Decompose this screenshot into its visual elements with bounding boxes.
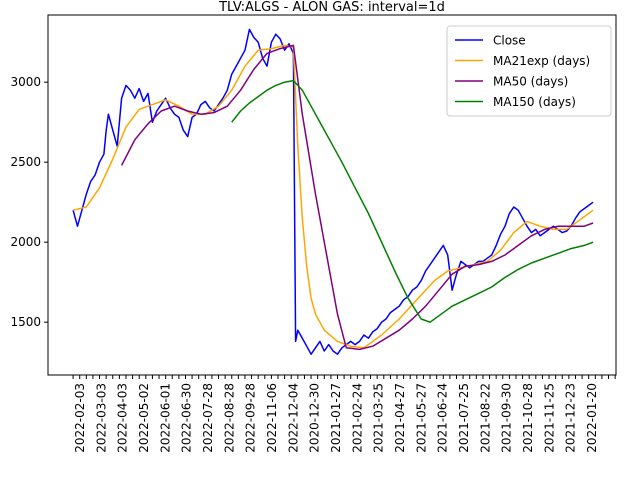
y-tick-label-2: 2500 [10,155,41,169]
legend: Close MA21exp (days) MA50 (days) MA150 (day… [446,25,612,117]
x-tick-label-19: 2021-08-22 [478,383,492,453]
x-tick-label-2: 2022-04-03 [116,383,130,453]
x-tick-label-4: 2022-06-01 [158,383,172,453]
x-tick-label-16: 2021-05-27 [414,383,428,453]
legend-label-0: Close [493,34,526,48]
y-axis: 1500 2000 2500 3000 [10,75,48,329]
series-line-2 [120,44,594,351]
x-tick-label-15: 2021-04-27 [393,383,407,453]
x-tick-label-13: 2021-02-24 [350,383,364,453]
series-line-3 [231,79,594,323]
x-tick-label-8: 2022-09-28 [244,383,258,453]
x-tick-label-17: 2021-06-24 [436,383,450,453]
x-tick-label-18: 2021-07-25 [457,383,471,453]
series-line-0 [72,28,594,355]
legend-box [446,25,612,117]
legend-label-1: MA21exp (days) [493,54,590,68]
y-tick-label-1: 2000 [10,235,41,249]
x-tick-label-14: 2021-03-25 [372,383,386,453]
y-tick-label-3: 3000 [10,75,41,89]
x-tick-label-0: 2022-02-03 [73,383,87,453]
x-tick-label-3: 2022-05-02 [137,383,151,453]
x-tick-label-10: 2022-12-04 [286,383,300,453]
x-tick-label-9: 2022-11-06 [265,383,279,453]
x-tick-label-1: 2022-03-03 [94,383,108,453]
y-tick-label-0: 1500 [10,315,41,329]
x-tick-label-21: 2021-10-28 [521,383,535,453]
x-tick-label-6: 2022-07-28 [201,383,215,453]
x-tick-label-22: 2021-11-25 [542,383,556,453]
chart-title: TLV:ALGS - ALON GAS: interval=1d [218,0,445,15]
x-tick-label-23: 2021-12-23 [564,383,578,453]
x-tick-label-5: 2022-06-30 [180,383,194,453]
legend-label-3: MA150 (days) [493,95,576,109]
x-tick-label-20: 2021-09-30 [500,383,514,453]
legend-label-2: MA50 (days) [493,75,568,89]
plot-frame [47,14,617,376]
plot-area [47,14,617,376]
x-tick-label-11: 2020-12-30 [308,383,322,453]
x-axis: 2022-02-03 2022-03-03 2022-04-03 2022-05-02… [72,375,616,453]
x-tick-label-24: 2022-01-20 [585,383,599,453]
series-line-1 [72,44,594,349]
x-tick-label-7: 2022-08-28 [222,383,236,453]
x-tick-label-12: 2021-01-27 [329,383,343,453]
